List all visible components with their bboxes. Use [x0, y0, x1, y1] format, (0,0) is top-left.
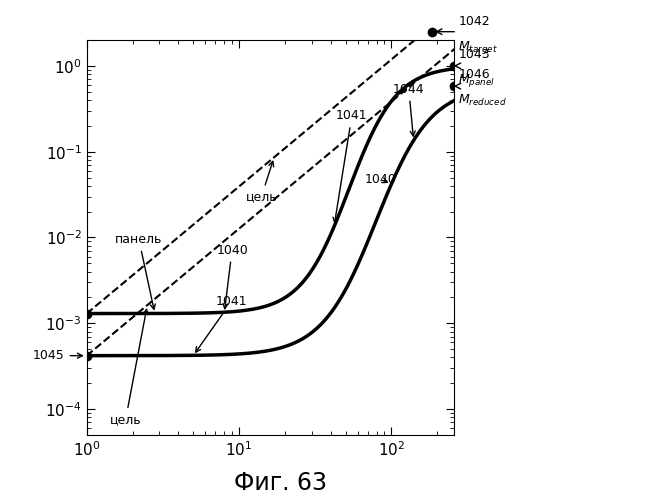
Text: 1041: 1041: [195, 295, 247, 352]
Text: 1041: 1041: [333, 110, 368, 222]
Text: 1042: 1042: [458, 16, 490, 28]
Text: 1044: 1044: [393, 82, 424, 136]
Text: цель: цель: [245, 162, 277, 203]
Text: 1046: 1046: [458, 68, 490, 82]
Text: 1045: 1045: [33, 349, 83, 362]
Text: 1040: 1040: [216, 244, 248, 308]
Text: $M_{reduced}$: $M_{reduced}$: [458, 93, 507, 108]
Text: цель: цель: [110, 310, 148, 426]
Text: $M_{panel}$: $M_{panel}$: [458, 72, 496, 88]
Text: 1043: 1043: [458, 48, 490, 61]
Text: Фиг. 63: Фиг. 63: [233, 471, 327, 495]
Text: $M_{target}$: $M_{target}$: [458, 39, 498, 56]
Text: панель: панель: [115, 233, 163, 310]
Text: 1040: 1040: [365, 173, 396, 186]
